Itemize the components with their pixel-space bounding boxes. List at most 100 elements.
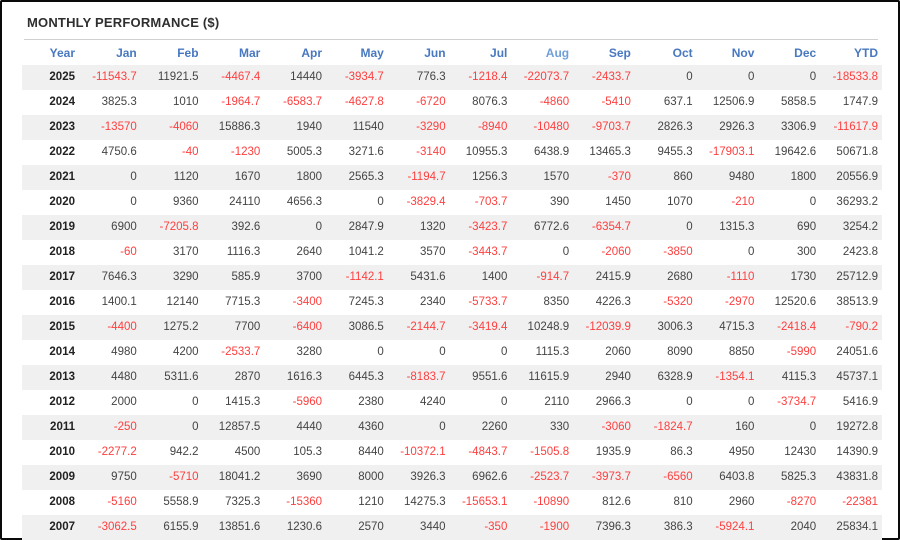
table-row: 2015 -4400 1275.2 7700 -6400 3086.5 -2144.7 -34… xyxy=(22,315,882,340)
value-cell: 330 xyxy=(549,421,570,433)
value-cell: 585.9 xyxy=(231,271,261,283)
value-cell: 36293.2 xyxy=(836,196,878,208)
table-row: 2025 -11543.7 11921.5 -4467.4 14440 -3934.7 77… xyxy=(22,65,882,90)
column-header-jan[interactable]: Jan xyxy=(116,46,137,60)
value-cell: 1400.1 xyxy=(101,296,137,308)
value-cell: 2960 xyxy=(728,496,755,508)
value-cell: 5431.6 xyxy=(410,271,446,283)
value-cell: 0 xyxy=(686,71,693,83)
value-cell: 0 xyxy=(439,421,446,433)
value-cell: 4480 xyxy=(111,371,137,383)
value-cell: 14390.9 xyxy=(836,446,878,458)
value-cell: 4440 xyxy=(296,421,323,433)
value-cell: -3850 xyxy=(663,246,693,258)
value-cell: 2940 xyxy=(605,371,631,383)
column-header-jul[interactable]: Jul xyxy=(490,46,508,60)
column-header-nov[interactable]: Nov xyxy=(731,46,755,60)
value-cell: 8440 xyxy=(358,446,384,458)
value-cell: -3140 xyxy=(416,146,446,158)
value-cell: 6438.9 xyxy=(533,146,570,158)
value-cell: 2847.9 xyxy=(348,221,384,233)
column-header-mar[interactable]: Mar xyxy=(238,46,261,60)
value-cell: 4200 xyxy=(172,346,199,358)
column-header-ytd[interactable]: YTD xyxy=(854,46,878,60)
value-cell: 1230.6 xyxy=(286,521,323,533)
value-cell: 2040 xyxy=(790,521,817,533)
value-cell: 2000 xyxy=(111,396,137,408)
value-cell: 0 xyxy=(686,396,693,408)
value-cell: 812.6 xyxy=(602,496,631,508)
value-cell: 2060 xyxy=(605,346,631,358)
value-cell: -3973.7 xyxy=(591,471,631,483)
value-cell: -1230 xyxy=(230,146,261,158)
value-cell: 0 xyxy=(377,346,384,358)
value-cell: 6772.6 xyxy=(533,221,570,233)
value-cell: -3934.7 xyxy=(344,71,384,83)
column-header-sep[interactable]: Sep xyxy=(608,46,631,60)
year-cell: 2013 xyxy=(49,371,75,383)
column-header-aug[interactable]: Aug xyxy=(545,46,570,60)
value-cell: 12430 xyxy=(784,446,817,458)
value-cell: -3060 xyxy=(601,421,631,433)
value-cell: -4627.8 xyxy=(344,96,384,108)
value-cell: 2110 xyxy=(544,396,570,408)
value-cell: 9750 xyxy=(111,471,137,483)
value-cell: 8000 xyxy=(358,471,384,483)
value-cell: 4360 xyxy=(358,421,384,433)
value-cell: -6720 xyxy=(416,96,446,108)
value-cell: -3290 xyxy=(416,121,446,133)
value-cell: 43831.8 xyxy=(836,471,878,483)
value-cell: -6560 xyxy=(663,471,693,483)
year-cell: 2017 xyxy=(49,271,75,283)
column-header-feb[interactable]: Feb xyxy=(177,46,199,60)
value-cell: -6583.7 xyxy=(283,96,323,108)
column-header-apr[interactable]: Apr xyxy=(301,46,323,60)
value-cell: 0 xyxy=(748,246,755,258)
value-cell: 25834.1 xyxy=(836,521,878,533)
value-cell: 8090 xyxy=(667,346,693,358)
table-row: 2008 -5160 5558.9 7325.3 -15360 1210 14275.3 -1… xyxy=(22,490,882,515)
column-header-jun[interactable]: Jun xyxy=(424,46,446,60)
value-cell: -5410 xyxy=(601,96,631,108)
column-header-may[interactable]: May xyxy=(360,46,384,60)
value-cell: 0 xyxy=(315,221,323,233)
value-cell: -3423.7 xyxy=(468,221,508,233)
value-cell: 6900 xyxy=(111,221,137,233)
table-row: 2010 -2277.2 942.2 4500 105.3 8440 -10372.1 -48… xyxy=(22,440,882,465)
value-cell: -17903.1 xyxy=(709,146,755,158)
value-cell: 2640 xyxy=(296,246,323,258)
value-cell: 1940 xyxy=(296,121,323,133)
value-cell: 3086.5 xyxy=(348,321,384,333)
table-body: 2025 -11543.7 11921.5 -4467.4 14440 -3934.7 77… xyxy=(22,65,882,540)
value-cell: 0 xyxy=(192,396,199,408)
value-cell: 0 xyxy=(130,171,137,183)
value-cell: 6328.9 xyxy=(657,371,693,383)
value-cell: 86.3 xyxy=(670,446,693,458)
value-cell: -4060 xyxy=(169,121,199,133)
value-cell: 810 xyxy=(673,496,693,508)
column-header-oct[interactable]: Oct xyxy=(672,46,693,60)
table-row: 2019 6900 -7205.8 392.6 0 2847.9 1320 -3423.7 67… xyxy=(22,215,882,240)
value-cell: 2415.9 xyxy=(595,271,631,283)
value-cell: 0 xyxy=(562,246,570,258)
value-cell: 637.1 xyxy=(663,96,693,108)
value-cell: -5924.1 xyxy=(715,521,755,533)
value-cell: 2926.3 xyxy=(719,121,755,133)
value-cell: -13570 xyxy=(100,121,137,133)
value-cell: 24051.6 xyxy=(836,346,878,358)
value-cell: -2277.2 xyxy=(97,446,137,458)
value-cell: 392.6 xyxy=(231,221,261,233)
value-cell: 3254.2 xyxy=(842,221,878,233)
column-header-dec[interactable]: Dec xyxy=(794,46,817,60)
value-cell: 2340 xyxy=(420,296,446,308)
column-header-year[interactable]: Year xyxy=(49,46,75,60)
value-cell: -1142.1 xyxy=(345,271,384,283)
value-cell: -1900 xyxy=(539,521,570,533)
value-cell: 0 xyxy=(809,71,817,83)
value-cell: 4226.3 xyxy=(595,296,631,308)
value-cell: 4656.3 xyxy=(286,196,323,208)
value-cell: -5160 xyxy=(107,496,137,508)
monthly-performance-table: Year Jan Feb Mar Apr May Jun Jul Aug Sep Oct Nov Dec… xyxy=(22,40,882,540)
value-cell: 1210 xyxy=(358,496,384,508)
year-cell: 2023 xyxy=(49,121,75,133)
